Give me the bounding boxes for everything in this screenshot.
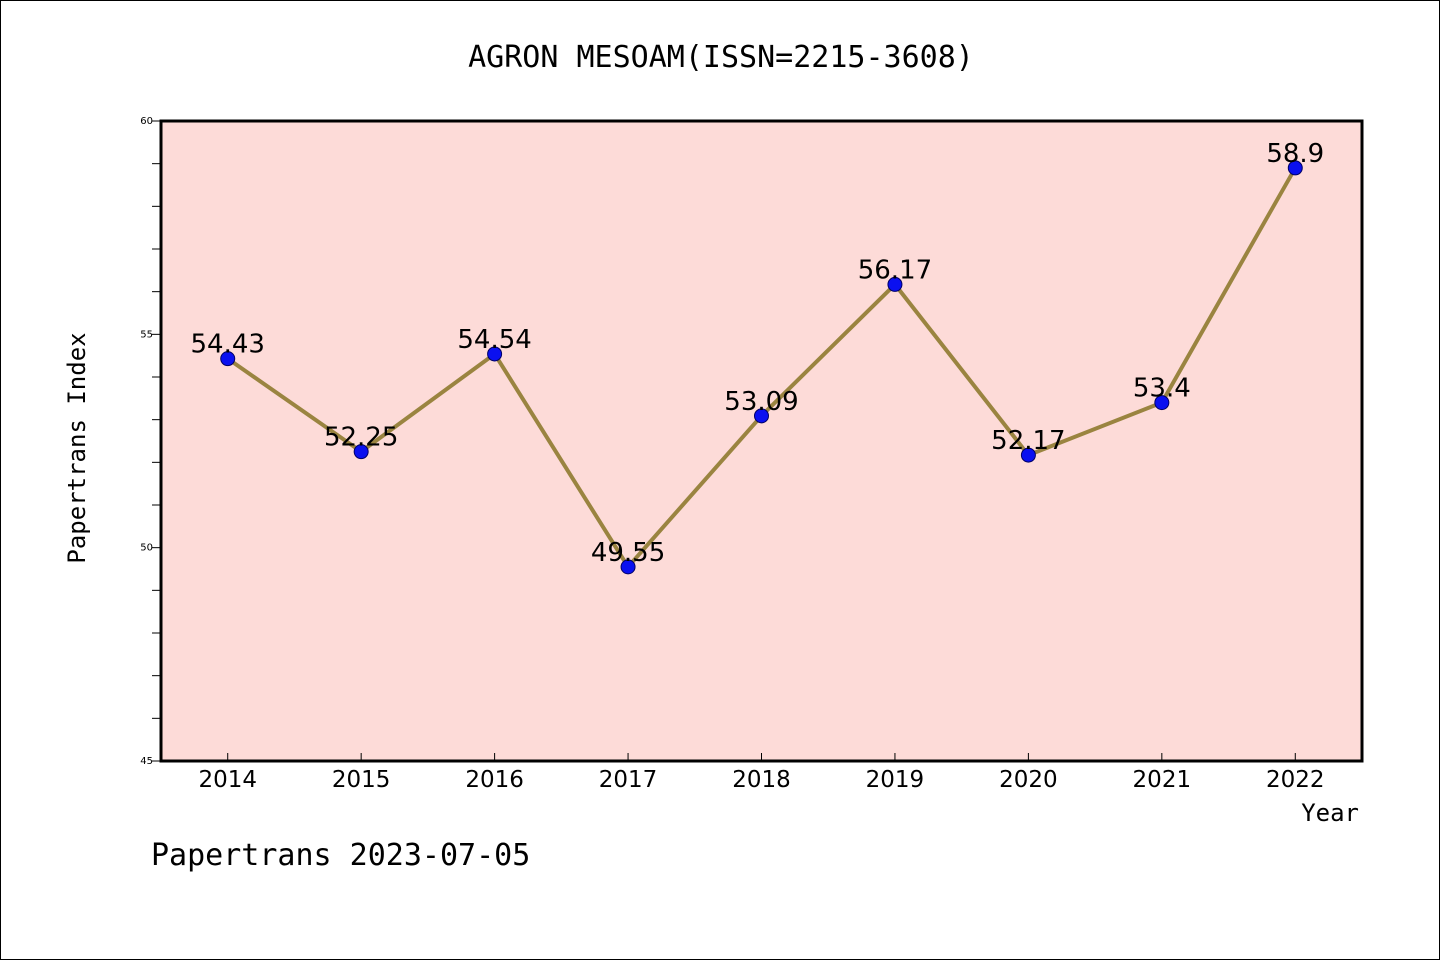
data-point (1287, 160, 1303, 176)
x-tick-label: 2019 (866, 767, 925, 793)
x-tick-label: 2021 (1133, 767, 1192, 793)
x-tick-label: 2018 (732, 767, 791, 793)
x-tick-label: 2017 (599, 767, 658, 793)
data-point (353, 444, 369, 460)
plot-area (161, 121, 1362, 761)
data-points (220, 160, 1303, 575)
data-label: 56.17 (858, 255, 932, 285)
x-axis: 2014 2015 2016 2017 2018 2019 2020 2021 2022 (198, 753, 1325, 793)
data-point (620, 559, 636, 575)
y-tick-label: 55 (140, 329, 153, 340)
data-point (220, 351, 236, 367)
y-tick-label: 45 (140, 756, 153, 767)
plot-border (159, 119, 1364, 763)
data-label: 52.25 (324, 423, 398, 453)
data-point (754, 408, 769, 424)
data-label: 49.55 (591, 538, 665, 568)
data-label: 53.09 (724, 387, 798, 417)
footer-note: Papertrans 2023-07-05 (151, 838, 530, 873)
y-tick-label: 60 (140, 116, 153, 127)
x-tick-label: 2020 (999, 767, 1058, 793)
x-axis-label: Year (1301, 799, 1359, 827)
data-point (1020, 447, 1036, 463)
y-axis-label: Papertrans Index (63, 332, 91, 563)
data-point (487, 346, 503, 362)
chart-title: AGRON MESOAM(ISSN=2215-3608) (468, 40, 974, 75)
data-label: 54.54 (457, 325, 531, 355)
data-label: 52.17 (991, 426, 1065, 456)
y-axis: 45 50 55 60 (140, 116, 161, 767)
y-tick-label: 50 (140, 543, 153, 554)
data-label: 58.9 (1266, 139, 1324, 169)
data-point (887, 276, 903, 292)
x-tick-label: 2022 (1266, 767, 1325, 793)
x-tick-label: 2016 (465, 767, 524, 793)
data-label: 53.4 (1133, 374, 1191, 404)
data-labels: 54.43 52.25 54.54 49.55 53.09 56.17 52.17 53.4 5… (191, 139, 1325, 568)
x-tick-label: 2015 (332, 767, 391, 793)
data-label: 54.43 (191, 330, 265, 360)
x-tick-label: 2014 (198, 767, 257, 793)
data-point (1154, 395, 1170, 411)
